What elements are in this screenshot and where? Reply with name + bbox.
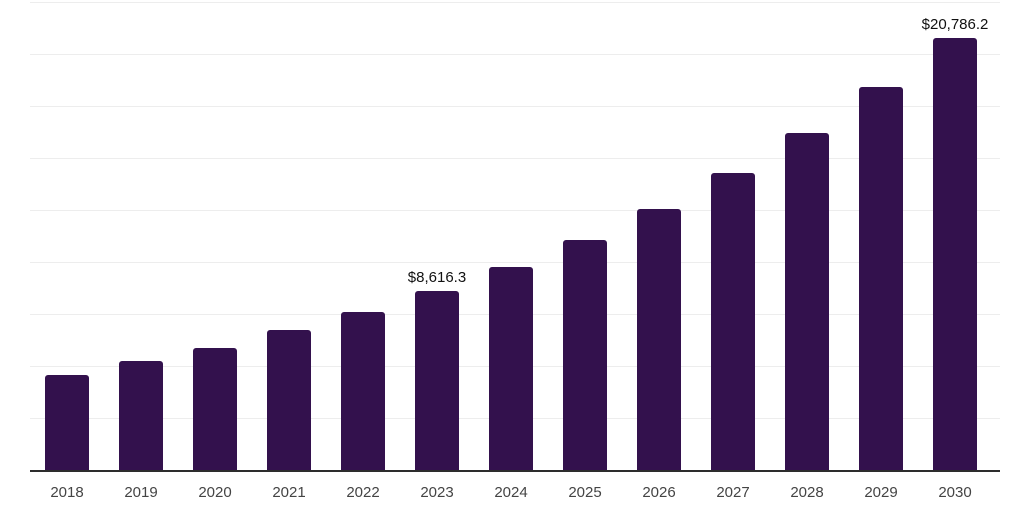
bar-2027 [711, 173, 755, 470]
gridline [30, 210, 1000, 211]
bar-2019 [119, 361, 163, 470]
data-label-2023: $8,616.3 [407, 268, 467, 286]
x-tick-label-2019: 2019 [124, 484, 158, 501]
x-tick-label-2030: 2030 [938, 484, 972, 501]
x-tick-label-2021: 2021 [272, 484, 306, 501]
bar-2018 [45, 375, 89, 470]
bar-2028 [785, 133, 829, 470]
x-tick-label-2026: 2026 [642, 484, 676, 501]
x-tick-label-2018: 2018 [50, 484, 84, 501]
x-tick-label-2025: 2025 [568, 484, 602, 501]
x-tick-label-2028: 2028 [790, 484, 824, 501]
x-tick-label-2024: 2024 [494, 484, 528, 501]
x-tick-label-2029: 2029 [864, 484, 898, 501]
gridline [30, 2, 1000, 3]
bar-2026 [637, 208, 681, 470]
gridline [30, 158, 1000, 159]
bar-2024 [489, 266, 533, 470]
x-tick-label-2027: 2027 [716, 484, 750, 501]
x-tick-label-2023: 2023 [420, 484, 454, 501]
bar-2020 [193, 347, 237, 470]
x-tick-label-2022: 2022 [346, 484, 380, 501]
bar-2023 [415, 290, 459, 470]
bar-2030 [933, 37, 977, 470]
bar-2029 [859, 87, 903, 470]
data-label-2030: $20,786.2 [921, 15, 989, 33]
bar-2021 [267, 330, 311, 470]
gridline [30, 262, 1000, 263]
gridline [30, 106, 1000, 107]
bar-2025 [563, 239, 607, 470]
plot-area: $8,616.3 $20,786.2 [30, 0, 1000, 472]
x-tick-label-2020: 2020 [198, 484, 232, 501]
gridline [30, 54, 1000, 55]
bar-2022 [341, 312, 385, 470]
